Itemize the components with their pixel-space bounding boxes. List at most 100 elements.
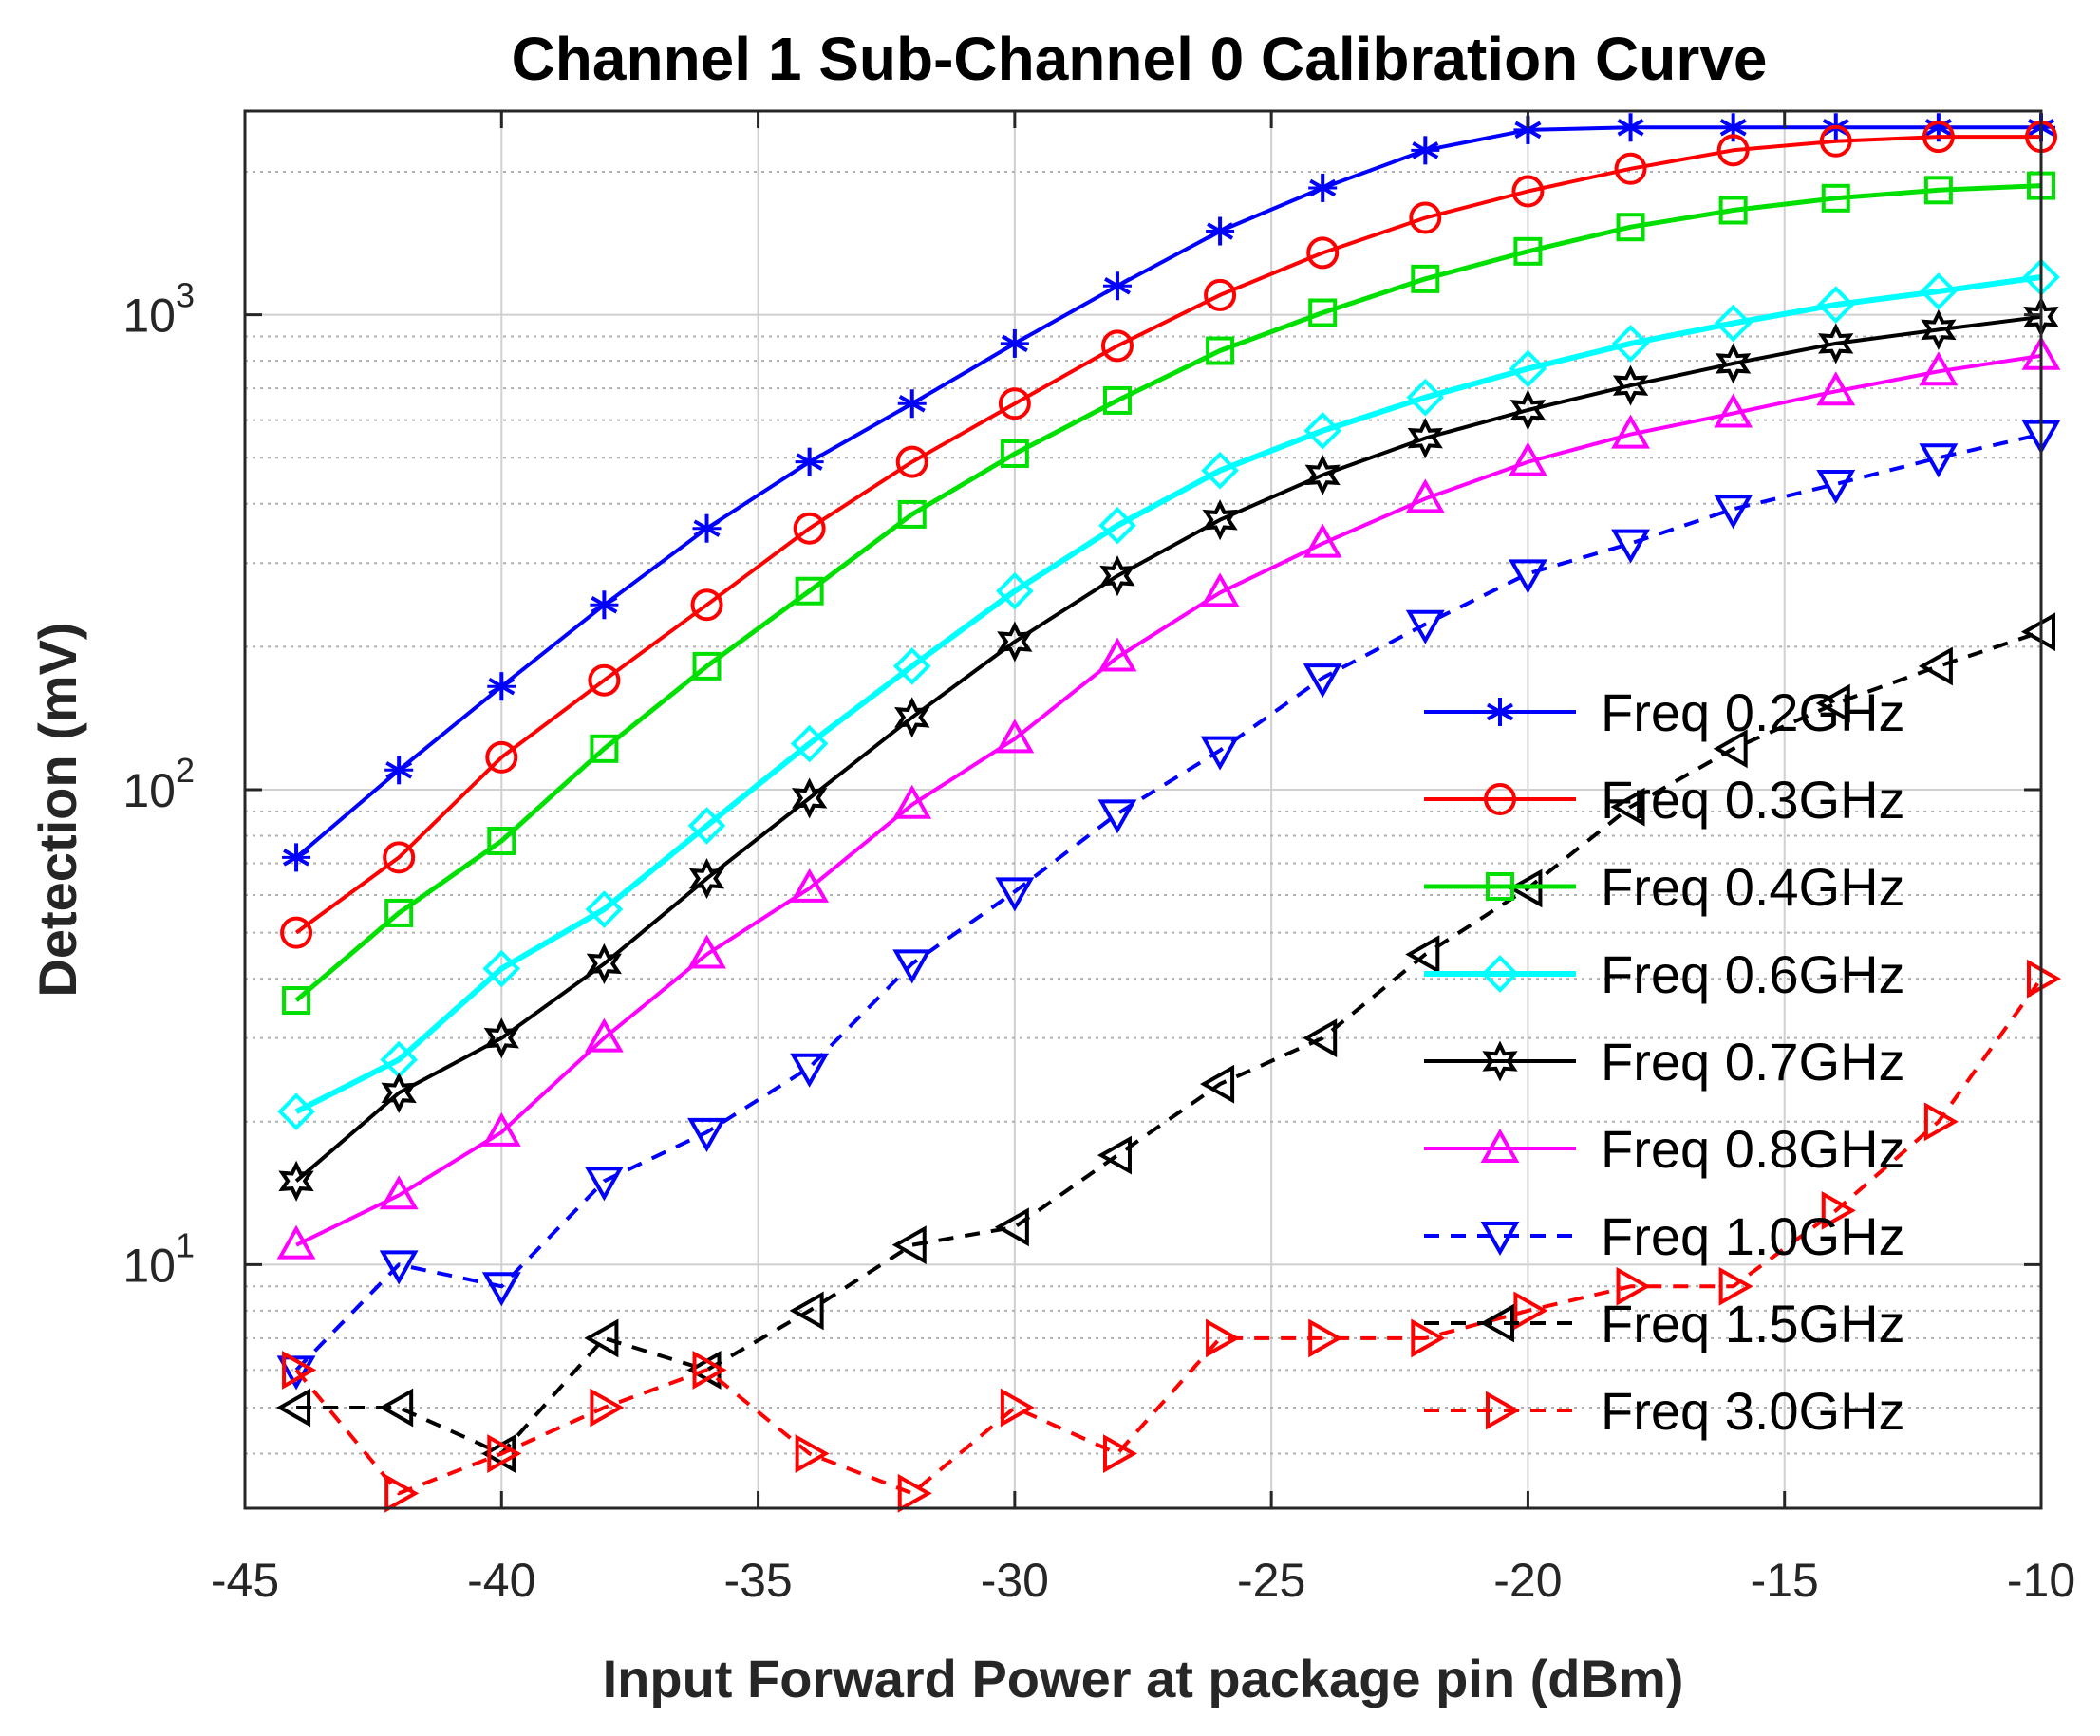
legend-marker <box>1480 1128 1520 1163</box>
legend-entry: Freq 0.2GHz <box>1424 682 1905 742</box>
data-point-marker <box>687 934 726 969</box>
data-point-marker <box>1308 298 1338 327</box>
data-point-marker <box>1405 478 1445 513</box>
data-point-marker <box>692 651 722 681</box>
data-point-marker <box>1102 1434 1138 1473</box>
data-point-marker <box>584 1017 624 1053</box>
data-point-marker <box>1714 393 1753 428</box>
data-point-marker <box>1097 799 1137 834</box>
legend-entry: Freq 0.8GHz <box>1424 1119 1905 1179</box>
series-freq-0-7ghz <box>278 296 2059 1202</box>
data-point-marker <box>1509 389 1547 431</box>
legend-entry: Freq 0.6GHz <box>1424 944 1905 1004</box>
data-point-marker <box>897 389 927 419</box>
data-point-marker <box>280 916 313 949</box>
plot-area <box>245 111 2041 1508</box>
data-point-marker <box>997 621 1033 663</box>
data-point-marker <box>1920 272 1958 310</box>
data-point-marker <box>588 663 621 697</box>
data-point-marker <box>384 898 414 927</box>
data-point-marker <box>1102 385 1132 415</box>
data-point-marker <box>590 734 619 763</box>
data-point-marker <box>482 949 521 988</box>
data-point-marker <box>2027 959 2062 999</box>
legend-marker <box>1480 1222 1520 1257</box>
data-point-marker <box>1919 351 1959 386</box>
x-tick-label: -25 <box>1237 1554 1305 1607</box>
data-point-marker <box>384 756 414 785</box>
data-point-marker <box>1509 349 1547 388</box>
data-point-marker <box>384 1473 420 1513</box>
data-point-marker <box>1918 646 1953 686</box>
data-point-marker <box>995 877 1035 912</box>
legend: Freq 0.2GHz Freq 0.3GHz Freq 0.4GHz Freq 0.… <box>1424 682 1905 1441</box>
data-point-marker <box>692 1350 727 1390</box>
data-point-marker <box>790 724 829 763</box>
data-point-marker <box>1816 286 1855 324</box>
data-point-marker <box>795 447 824 476</box>
data-point-marker <box>1000 1388 1035 1428</box>
data-point-marker <box>897 499 927 529</box>
data-point-marker <box>487 827 516 856</box>
data-point-marker <box>1513 1291 1548 1331</box>
data-point-marker <box>1919 443 1959 478</box>
data-point-marker <box>1611 325 1650 363</box>
data-point-marker <box>791 777 828 819</box>
x-axis-label: Input Forward Power at package pin (dBm) <box>603 1649 1684 1708</box>
x-tick-label: -40 <box>467 1554 535 1607</box>
data-point-marker <box>276 1388 311 1428</box>
data-point-marker <box>1508 441 1547 476</box>
data-point-marker <box>584 1318 619 1358</box>
data-point-marker <box>789 1291 824 1331</box>
data-point-marker <box>1714 495 1753 530</box>
data-point-marker <box>1406 378 1445 417</box>
y-tick-label: 103 <box>122 276 195 343</box>
data-point-marker <box>1816 470 1856 505</box>
series-freq-0-8ghz <box>276 335 2061 1260</box>
data-point-marker <box>795 576 824 606</box>
series-line <box>295 353 2042 1247</box>
series-line <box>294 274 2042 1114</box>
data-point-marker <box>1714 304 1753 343</box>
data-point-marker <box>1200 736 1240 771</box>
x-tick-label: -20 <box>1493 1554 1562 1607</box>
data-point-marker <box>994 1207 1029 1247</box>
data-point-marker <box>1818 323 1854 364</box>
data-point-marker <box>687 1117 726 1152</box>
data-point-marker <box>1206 1318 1241 1358</box>
data-point-marker <box>1100 329 1134 363</box>
data-point-marker <box>790 868 830 903</box>
legend-label: Freq 3.0GHz <box>1601 1381 1905 1441</box>
data-point-marker <box>278 1160 314 1202</box>
data-point-marker <box>1716 134 1750 167</box>
data-point-marker <box>1097 637 1137 672</box>
axis-ticks: -45 -40 -35 -30 -25 -20 -15 -10 101 102 103 <box>122 111 2075 1607</box>
data-point-marker <box>1821 183 1850 213</box>
data-point-marker <box>2020 612 2055 652</box>
legend-label: Freq 1.0GHz <box>1601 1206 1905 1266</box>
data-point-marker <box>1614 152 1647 185</box>
data-point-marker <box>1513 236 1543 266</box>
data-point-marker <box>692 513 722 543</box>
legend-marker <box>1484 783 1516 815</box>
data-point-marker <box>1821 1190 1856 1230</box>
data-point-marker <box>1511 175 1545 208</box>
data-point-marker <box>1206 336 1235 365</box>
data-point-marker <box>687 807 726 845</box>
data-point-marker <box>894 697 930 738</box>
legend-label: Freq 0.4GHz <box>1601 857 1905 917</box>
legend-marker <box>1482 1040 1518 1082</box>
legend-label: Freq 0.7GHz <box>1601 1032 1905 1092</box>
data-point-marker <box>1713 729 1748 769</box>
series-line <box>294 135 2041 935</box>
data-point-marker <box>585 890 624 928</box>
series-line <box>294 432 2042 1372</box>
data-point-marker <box>1718 196 1748 225</box>
legend-entry: Freq 1.5GHz <box>1424 1294 1905 1353</box>
data-point-marker <box>1411 136 1440 165</box>
data-point-marker <box>1616 113 1645 142</box>
data-point-marker <box>383 841 416 874</box>
data-point-marker <box>1303 411 1342 450</box>
data-point-marker <box>793 512 826 545</box>
